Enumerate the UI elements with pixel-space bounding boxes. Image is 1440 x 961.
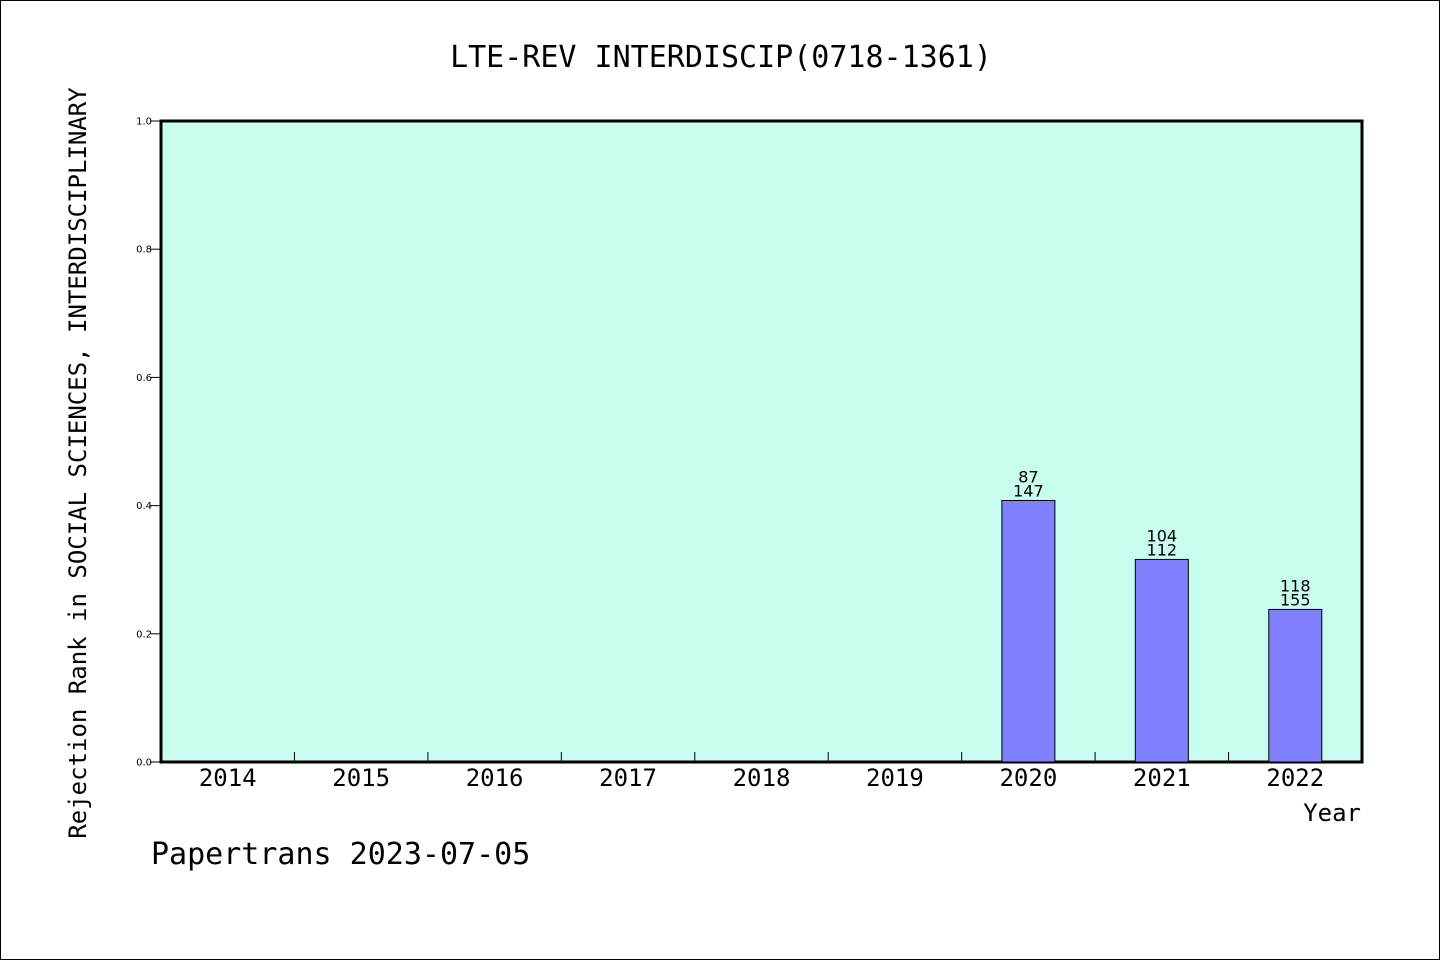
x-tick-label: 2016: [466, 764, 524, 792]
bars: [1001, 499, 1323, 763]
x-tick-label: 2017: [599, 764, 657, 792]
y-tick-label: 0.4: [136, 501, 152, 512]
x-tick-label: 2022: [1266, 764, 1324, 792]
x-tick-label: 2021: [1133, 764, 1191, 792]
footer-credit: Papertrans 2023-07-05: [151, 837, 530, 872]
y-tick-label: 1.0: [136, 117, 152, 128]
chart-title: LTE-REV INTERDISCIP(0718-1361): [450, 40, 992, 75]
y-tick-label: 0.8: [136, 245, 152, 256]
bar-data-label: 147: [1013, 481, 1044, 500]
x-tick-label: 2019: [866, 764, 924, 792]
bar-2021: [1134, 558, 1189, 763]
x-tick-label: 2020: [999, 764, 1057, 792]
y-axis-label: Rejection Rank in SOCIAL SCIENCES, INTER…: [64, 87, 92, 839]
x-axis-label: Year: [1303, 799, 1361, 827]
bar-data-label: 155: [1280, 590, 1311, 609]
bar-data-label: 104: [1147, 526, 1178, 545]
x-axis: 2014 2015 2016 2017 2018 2019 2020 2021 2022: [199, 752, 1324, 792]
x-tick-label: 2018: [733, 764, 791, 792]
bar-data-label: 112: [1147, 540, 1178, 559]
x-tick-label: 2014: [199, 764, 257, 792]
x-tick-label: 2015: [332, 764, 390, 792]
y-tick-label: 0.6: [136, 373, 152, 384]
y-axis: 0.0 0.2 0.4 0.6 0.8 1.0: [136, 117, 161, 769]
bar-2020: [1001, 499, 1056, 763]
bar-data-label: 87: [1018, 467, 1038, 486]
bar-2022: [1268, 608, 1323, 763]
y-tick-label: 0.0: [136, 758, 152, 769]
y-tick-label: 0.2: [136, 629, 152, 640]
bar-data-label: 118: [1280, 576, 1311, 595]
